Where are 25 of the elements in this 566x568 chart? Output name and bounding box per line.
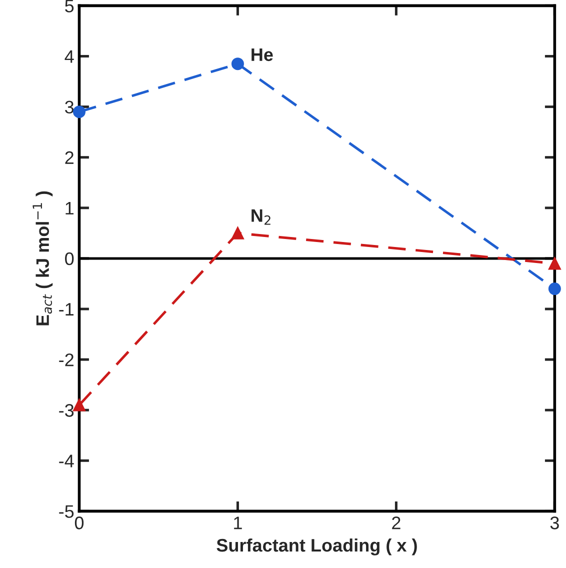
x-axis-title: Surfactant Loading ( x ): [216, 538, 417, 556]
y-tick-label: -2: [59, 353, 74, 366]
x-tick-label: 0: [74, 516, 84, 530]
y-tick-label: 2: [65, 151, 74, 164]
point: [72, 106, 86, 118]
point: [548, 282, 561, 296]
y-tick-label: -1: [59, 303, 74, 316]
point: [231, 226, 244, 240]
y-tick-label: 3: [65, 100, 74, 114]
y-axis-title: E$_{act}$ ( kJ mol$^{−1}$ ): [32, 191, 53, 326]
x-tick-label: 3: [550, 516, 559, 530]
y-tick-label: 5: [65, 0, 74, 12]
y-tick-label: -5: [59, 505, 74, 518]
point: [72, 398, 86, 412]
y-tick-label: 1: [66, 202, 74, 214]
point: [231, 58, 244, 70]
x-tick-label: 1: [234, 516, 242, 530]
x-tick-label: 2: [392, 516, 400, 530]
series-label: N$_{2}$: [252, 209, 270, 225]
series-label: He: [252, 48, 273, 62]
y-tick-label: 4: [64, 50, 74, 63]
y-tick-label: -4: [59, 454, 74, 468]
point: [548, 257, 561, 270]
y-tick-label: 0: [65, 252, 74, 266]
y-tick-label: -3: [59, 404, 74, 417]
